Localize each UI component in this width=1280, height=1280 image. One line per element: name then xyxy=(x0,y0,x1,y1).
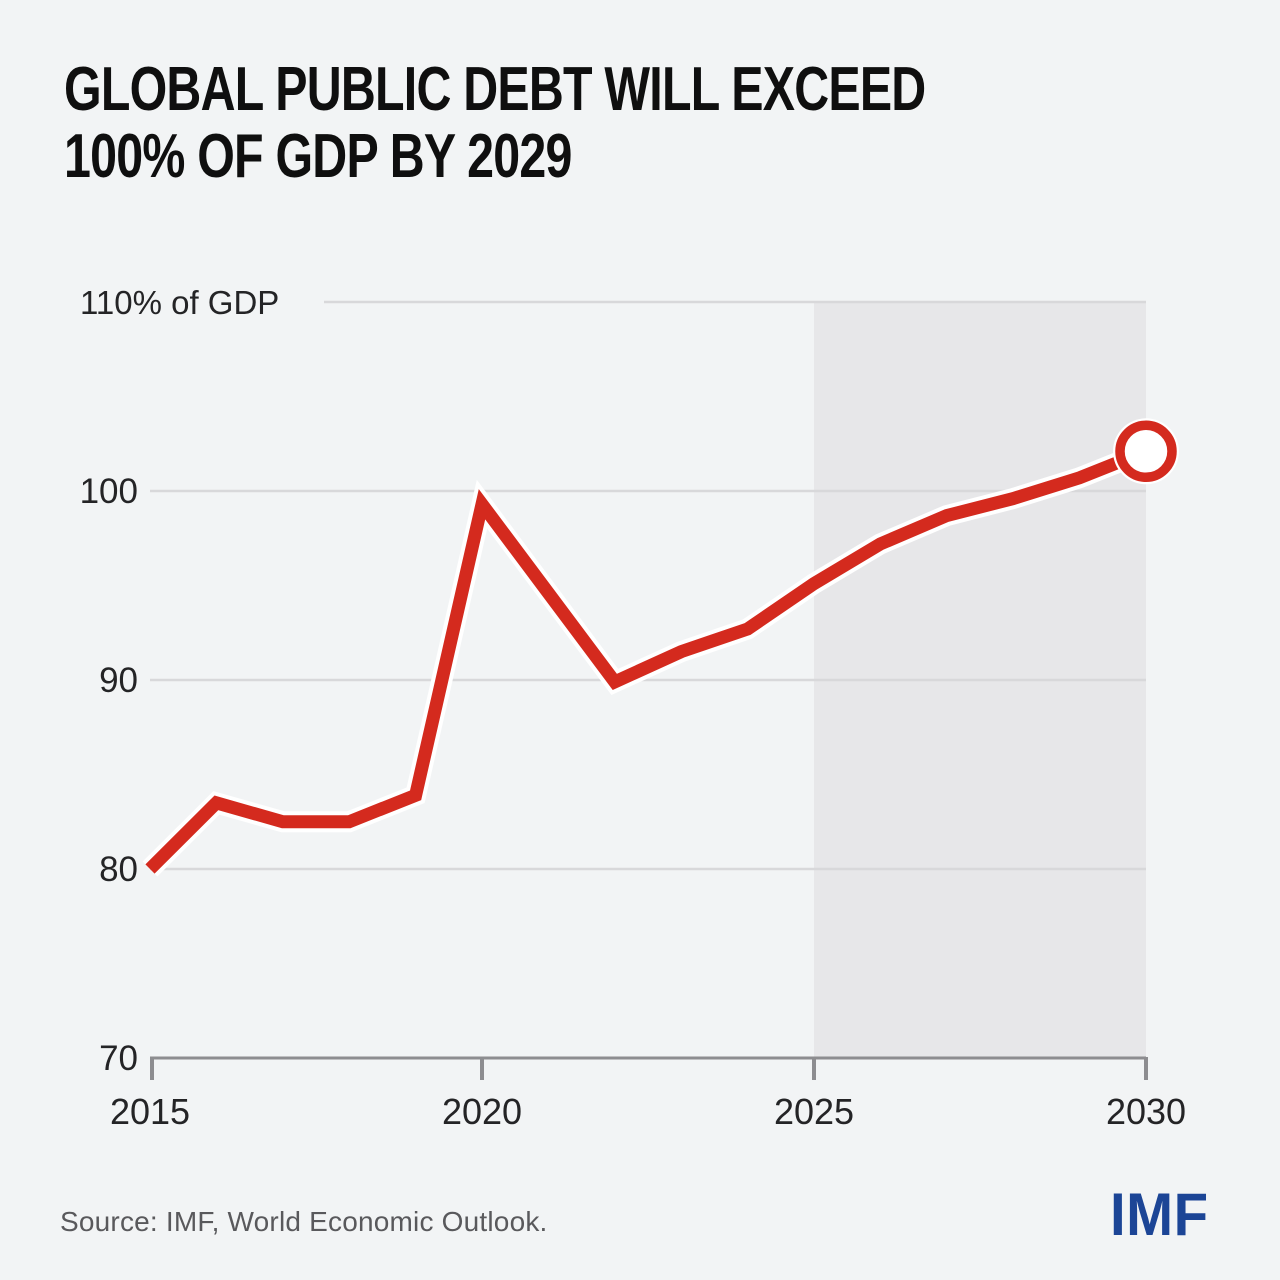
y-axis-label-100: 100 xyxy=(80,472,138,511)
x-axis-label-2030: 2030 xyxy=(1106,1091,1186,1132)
page-title: GLOBAL PUBLIC DEBT WILL EXCEED 100% OF G… xyxy=(64,55,926,191)
y-axis-unit-label: 110% of GDP xyxy=(80,284,279,321)
y-axis-label-80: 80 xyxy=(99,850,138,889)
page-title-line1: GLOBAL PUBLIC DEBT WILL EXCEED xyxy=(64,55,926,124)
debt-line xyxy=(145,445,1149,874)
source-note: Source: IMF, World Economic Outlook. xyxy=(60,1206,548,1237)
x-axis-label-2025: 2025 xyxy=(774,1091,854,1132)
x-axis-label-2020: 2020 xyxy=(442,1091,522,1132)
y-axis-label-90: 90 xyxy=(99,661,138,700)
y-axis-label-70: 70 xyxy=(99,1039,138,1078)
x-axis-label-2015: 2015 xyxy=(110,1091,190,1132)
page-title-line2: 100% OF GDP BY 2029 xyxy=(64,122,572,191)
endpoint-marker xyxy=(1115,420,1177,483)
imf-logo: IMF xyxy=(1110,1181,1209,1248)
